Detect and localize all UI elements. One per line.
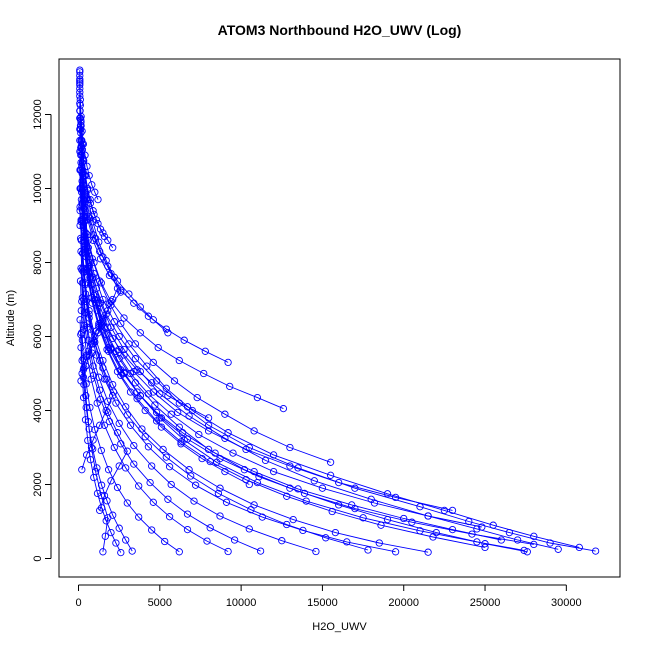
x-tick-label: 30000 bbox=[551, 597, 582, 609]
x-tick-label: 0 bbox=[75, 597, 81, 609]
y-tick-label: 0 bbox=[32, 555, 44, 561]
x-tick-label: 10000 bbox=[226, 597, 257, 609]
y-tick-label: 12000 bbox=[32, 99, 44, 130]
y-axis-label: Altitude (m) bbox=[5, 290, 17, 346]
y-tick-label: 8000 bbox=[32, 250, 44, 274]
x-tick-label: 25000 bbox=[470, 597, 501, 609]
chart-title: ATOM3 Northbound H2O_UWV (Log) bbox=[218, 22, 462, 38]
x-tick-label: 15000 bbox=[307, 597, 338, 609]
y-tick-label: 10000 bbox=[32, 173, 44, 204]
y-tick-label: 4000 bbox=[32, 398, 44, 422]
y-tick-label: 2000 bbox=[32, 472, 44, 496]
x-tick-label: 5000 bbox=[148, 597, 172, 609]
x-tick-label: 20000 bbox=[388, 597, 419, 609]
y-tick-label: 6000 bbox=[32, 324, 44, 348]
x-axis-label: H2O_UWV bbox=[312, 621, 367, 633]
